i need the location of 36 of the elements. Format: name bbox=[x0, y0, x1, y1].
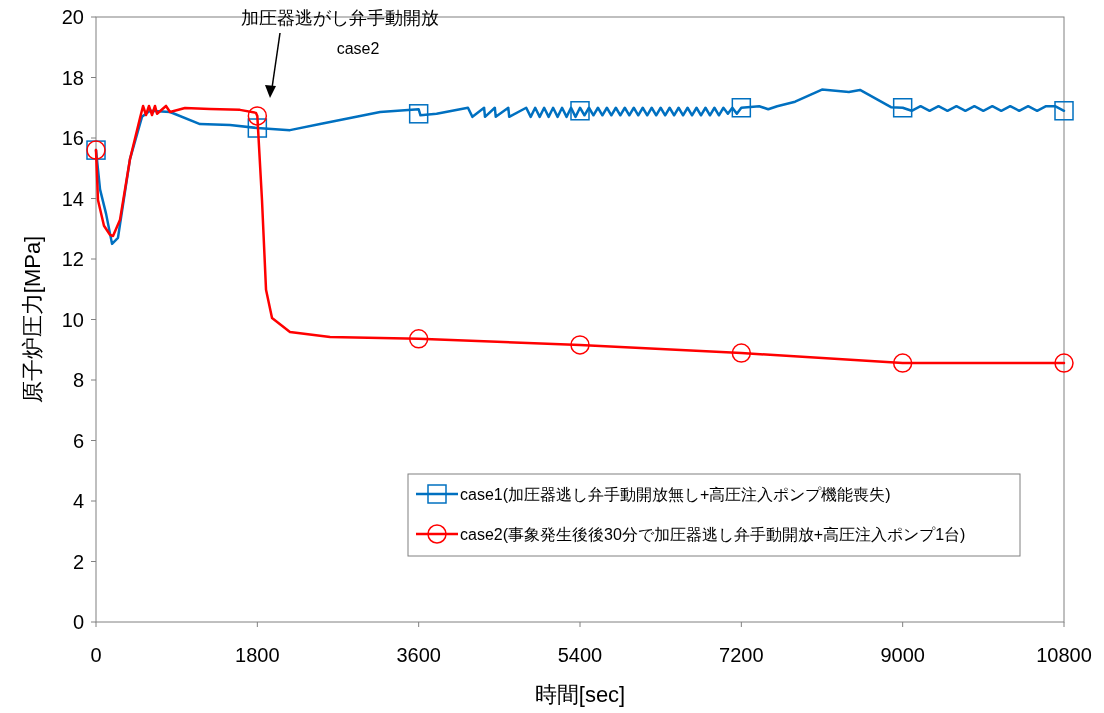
point bbox=[731, 343, 752, 363]
legend-label: case2(事象発生後後30分で加圧器逃し弁手動開放+高圧注入ポンプ1台) bbox=[460, 526, 966, 543]
x-tick-label: 9000 bbox=[880, 644, 925, 666]
y-axis-title: 原子炉圧力[MPa] bbox=[20, 235, 45, 404]
point bbox=[1054, 353, 1074, 373]
point bbox=[408, 104, 429, 124]
y-tick-label: 12 bbox=[61, 248, 84, 270]
y-tick-label: 20 bbox=[61, 6, 84, 28]
annotation: 加圧器逃がし弁手動開放 bbox=[241, 8, 439, 28]
x-tick-label: 10800 bbox=[1036, 644, 1092, 666]
point bbox=[570, 335, 590, 355]
y-tick-label: 8 bbox=[72, 369, 84, 391]
point bbox=[1054, 101, 1074, 121]
x-tick-label: 5400 bbox=[557, 644, 603, 666]
x-tick-label: 0 bbox=[90, 644, 102, 666]
x-tick-label: 1800 bbox=[235, 644, 280, 666]
point bbox=[247, 106, 268, 126]
y-tick-label: 4 bbox=[72, 490, 84, 512]
point bbox=[731, 98, 752, 118]
x-axis-title: 時間[sec] bbox=[534, 682, 626, 707]
y-tick-label: 14 bbox=[61, 187, 84, 210]
y-tick-label: 6 bbox=[72, 429, 84, 452]
y-tick-label: 10 bbox=[61, 308, 84, 331]
y-tick-label: 2 bbox=[72, 550, 84, 573]
y-tick-label: 18 bbox=[61, 66, 84, 89]
legend-label: case1(加圧器逃し弁手動開放無し+高圧注入ポンプ機能喪失) bbox=[460, 486, 891, 503]
x-tick-label: 7200 bbox=[719, 644, 764, 666]
annotation: case2 bbox=[336, 40, 380, 57]
point bbox=[570, 101, 590, 121]
point bbox=[892, 353, 913, 373]
point bbox=[892, 98, 913, 118]
point bbox=[247, 118, 268, 138]
y-tick-label: 16 bbox=[61, 127, 84, 149]
point bbox=[408, 329, 429, 349]
x-tick-label: 3600 bbox=[396, 644, 441, 666]
y-tick-label: 0 bbox=[72, 611, 84, 633]
